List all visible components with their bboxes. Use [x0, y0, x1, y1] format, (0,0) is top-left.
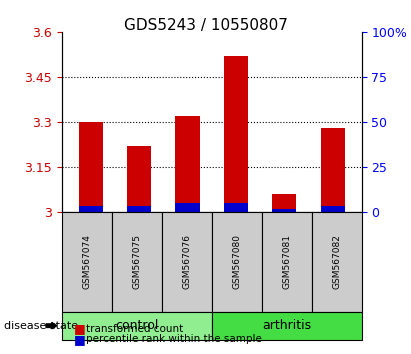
Text: GSM567081: GSM567081	[282, 234, 291, 290]
Bar	[79, 206, 103, 212]
Text: ■: ■	[74, 322, 86, 335]
Bar	[224, 204, 248, 212]
Text: GSM567074: GSM567074	[82, 234, 91, 290]
Bar	[175, 116, 200, 212]
Text: GSM567082: GSM567082	[332, 234, 341, 290]
Text: transformed count: transformed count	[86, 324, 184, 333]
Bar	[272, 210, 296, 212]
Bar	[79, 122, 103, 212]
Text: GSM567075: GSM567075	[132, 234, 141, 290]
Text: GSM567076: GSM567076	[182, 234, 191, 290]
Text: arthritis: arthritis	[262, 319, 311, 332]
Text: percentile rank within the sample: percentile rank within the sample	[86, 334, 262, 344]
Bar	[127, 206, 151, 212]
Bar	[127, 146, 151, 212]
Bar	[224, 56, 248, 212]
Bar	[321, 206, 345, 212]
Bar	[272, 194, 296, 212]
Bar	[321, 128, 345, 212]
Text: disease state: disease state	[4, 321, 78, 331]
Text: GSM567080: GSM567080	[232, 234, 241, 290]
Bar	[175, 204, 200, 212]
Text: GDS5243 / 10550807: GDS5243 / 10550807	[124, 18, 287, 33]
Text: control: control	[115, 319, 158, 332]
Text: ■: ■	[74, 333, 86, 346]
